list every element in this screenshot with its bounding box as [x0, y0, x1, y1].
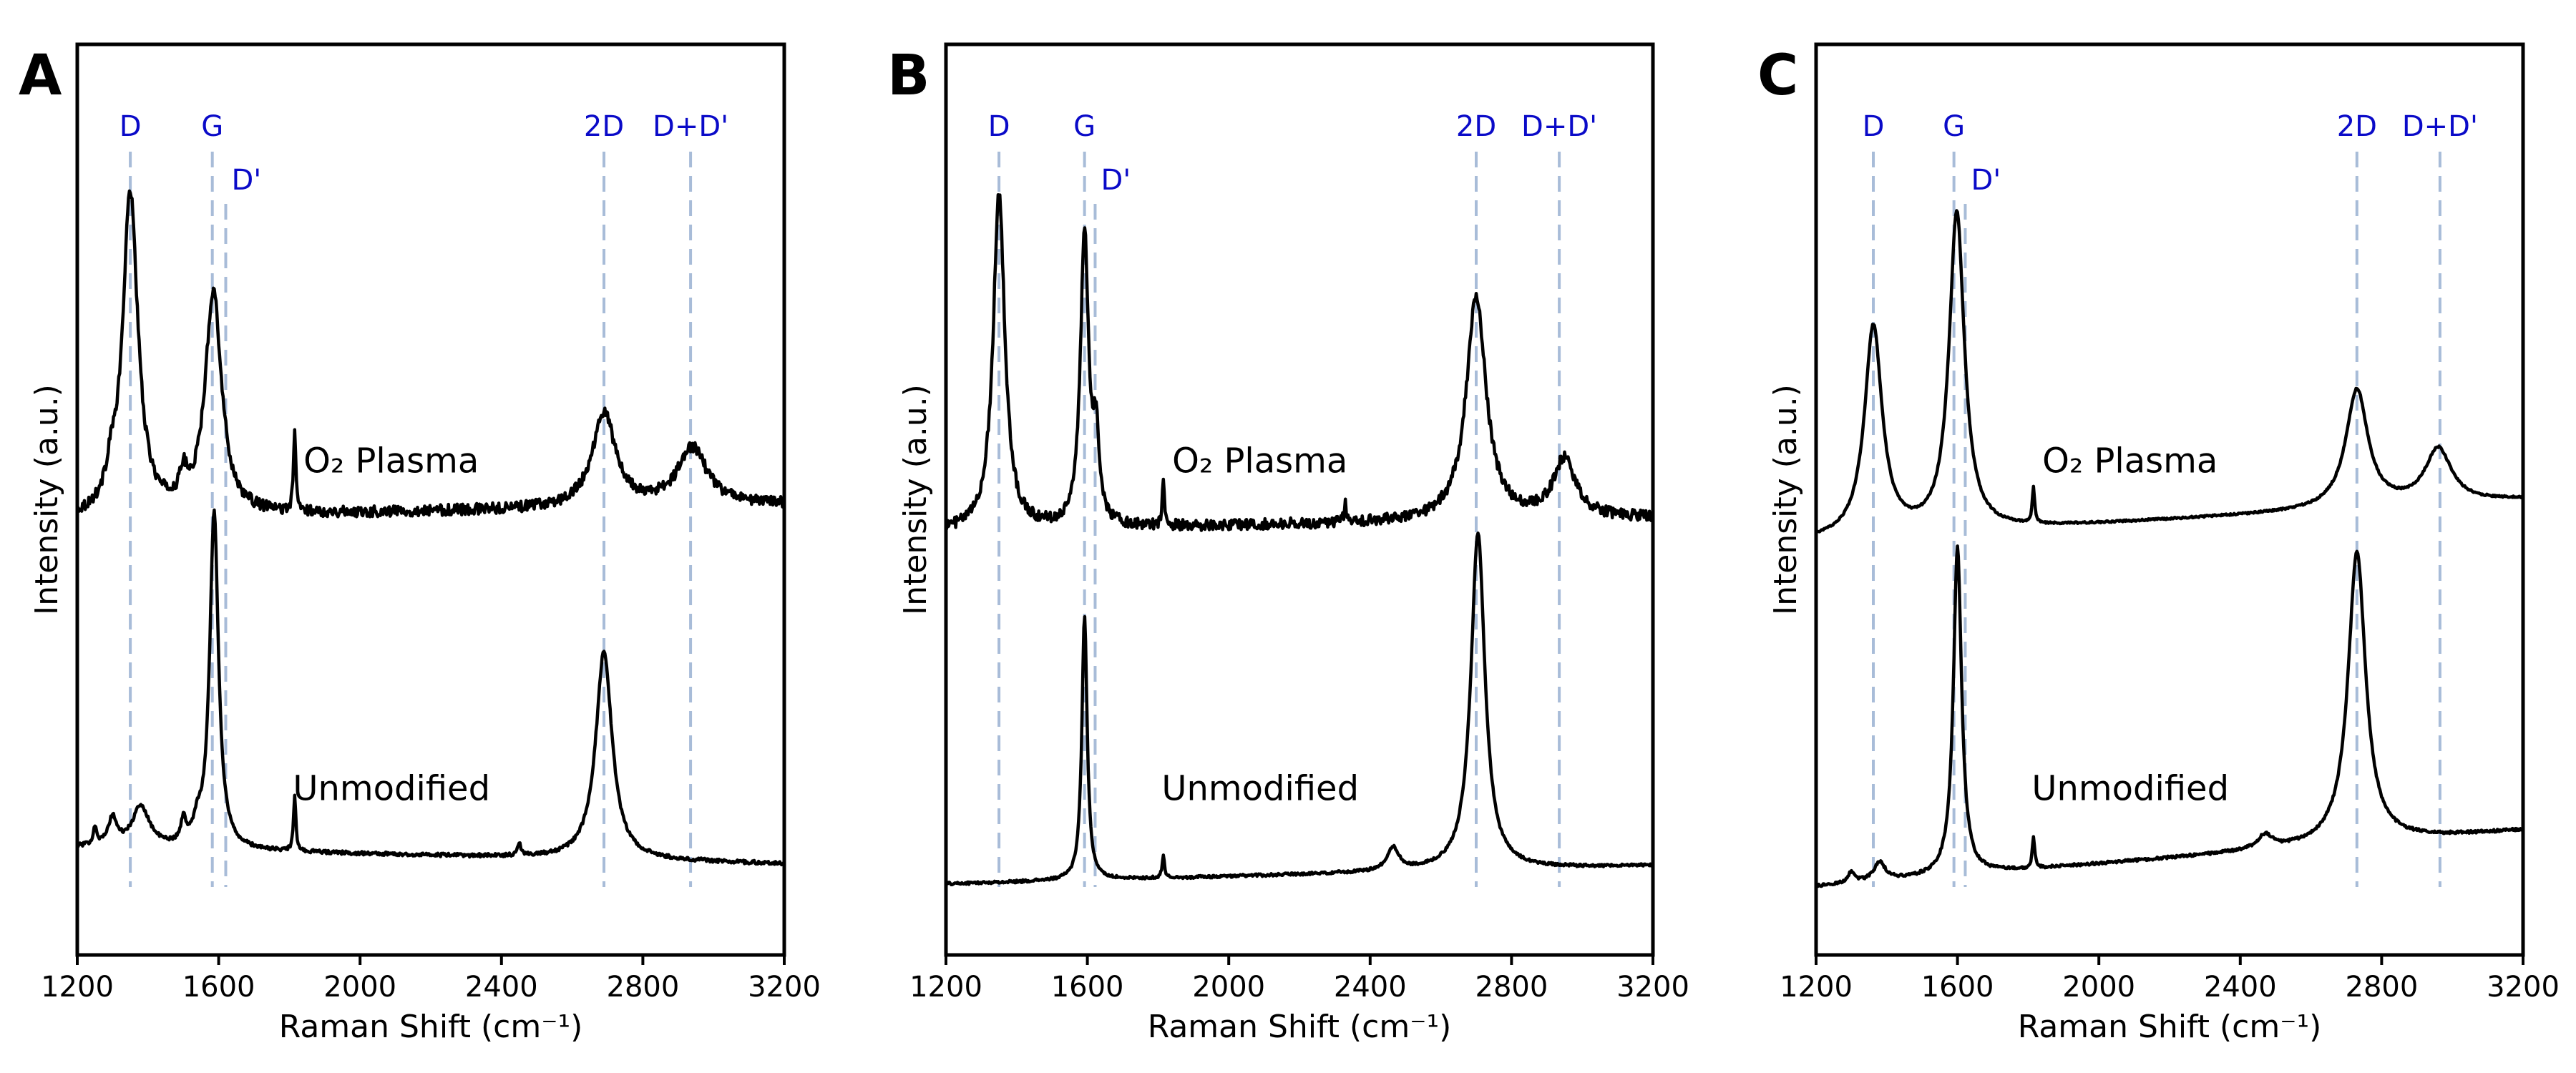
- x-axis-label: Raman Shift (cm⁻¹): [279, 1009, 583, 1045]
- spectrum-line-unmodified: [944, 531, 1654, 887]
- spectrum-line-unmodified: [1815, 544, 2524, 888]
- curve-label: O₂ Plasma: [2042, 441, 2218, 481]
- peak-marker-label: D': [231, 164, 261, 197]
- curve-label: O₂ Plasma: [1172, 441, 1347, 481]
- x-axis-label: Raman Shift (cm⁻¹): [1148, 1009, 1452, 1045]
- peak-marker-label: 2D: [584, 110, 624, 143]
- x-tick-label: 2800: [2346, 971, 2419, 1004]
- peak-marker-label: G: [201, 110, 223, 143]
- x-tick-label: 2800: [607, 971, 680, 1004]
- x-tick-label: 2800: [1475, 971, 1548, 1004]
- peak-marker-label: 2D: [1456, 110, 1496, 143]
- peak-marker-label: G: [1943, 110, 1965, 143]
- curve-label: Unmodified: [2031, 769, 2229, 809]
- x-tick-label: 3200: [2487, 971, 2560, 1004]
- x-tick-label: 1200: [1780, 971, 1853, 1004]
- peak-marker-label: D+D': [653, 110, 728, 143]
- peak-marker-label: 2D: [2337, 110, 2377, 143]
- panel-a: D GD' 2D D+D' O₂ Plasma Unmodified 1200 1600 200…: [19, 42, 821, 1045]
- x-axis-label: Raman Shift (cm⁻¹): [2018, 1009, 2322, 1045]
- x-tick-label: 1600: [182, 971, 255, 1004]
- x-tick-label: 1600: [1051, 971, 1124, 1004]
- panel-letter: B: [887, 44, 930, 108]
- x-tick-label: 3200: [1616, 971, 1689, 1004]
- x-tick-label: 1200: [909, 971, 982, 1004]
- peak-marker-label: D+D': [1521, 110, 1597, 143]
- panel-b: D GD' 2D D+D' O₂ Plasma Unmodified 1200 1600 200…: [887, 42, 1689, 1045]
- x-tick-label: 3200: [748, 971, 821, 1004]
- curve-label: Unmodified: [1161, 769, 1359, 809]
- spectrum-line-o2-plasma: [76, 189, 786, 519]
- x-tick-label: 2400: [1334, 971, 1407, 1004]
- peak-marker-label: D: [1863, 110, 1885, 143]
- y-axis-label: Intensity (a.u.): [29, 384, 65, 615]
- plot-frame: [944, 42, 1655, 957]
- peak-marker-label: D: [119, 110, 142, 143]
- x-tick-label: 2400: [465, 971, 538, 1004]
- x-tick-label: 1200: [41, 971, 114, 1004]
- x-tick-label: 1600: [1921, 971, 1994, 1004]
- panel-letter: A: [19, 44, 62, 108]
- panel-c: D GD' 2D D+D' O₂ Plasma Unmodified 1200 1600 200…: [1757, 42, 2560, 1045]
- x-tick-label: 2400: [2204, 971, 2277, 1004]
- x-tick-label: 2000: [2062, 971, 2135, 1004]
- peak-marker-label: D': [1101, 164, 1131, 197]
- spectrum-line-unmodified: [75, 508, 786, 867]
- curve-label: Unmodified: [293, 769, 490, 809]
- curve-label: O₂ Plasma: [303, 441, 479, 481]
- spectrum-line-o2-plasma: [1815, 209, 2524, 534]
- peak-marker-label: D+D': [2402, 110, 2478, 143]
- peak-marker-label: G: [1073, 110, 1096, 143]
- plot-frame: [1814, 42, 2525, 957]
- y-axis-label: Intensity (a.u.): [1767, 384, 1804, 615]
- y-axis-label: Intensity (a.u.): [897, 384, 934, 615]
- x-tick-label: 2000: [1192, 971, 1265, 1004]
- peak-marker-label: D: [988, 110, 1010, 143]
- panel-letter: C: [1757, 44, 1798, 108]
- peak-marker-label: D': [1971, 164, 2001, 197]
- plot-frame: [75, 42, 786, 957]
- spectrum-line-o2-plasma: [944, 193, 1655, 532]
- x-tick-label: 2000: [323, 971, 396, 1004]
